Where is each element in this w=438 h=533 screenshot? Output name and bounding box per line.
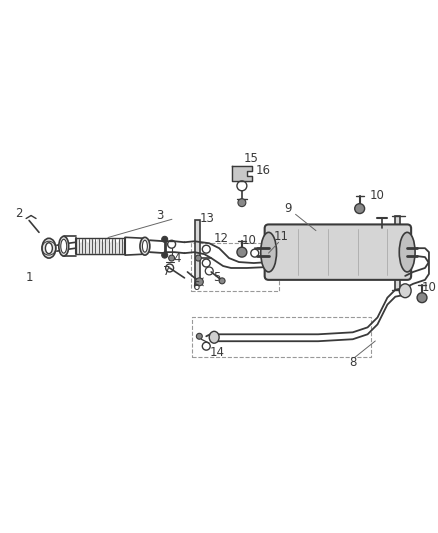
Ellipse shape xyxy=(399,284,411,297)
Bar xyxy=(192,318,371,357)
Bar xyxy=(191,243,279,290)
Ellipse shape xyxy=(142,240,147,252)
Circle shape xyxy=(162,236,168,243)
Ellipse shape xyxy=(61,239,67,253)
Text: 7: 7 xyxy=(163,265,170,278)
Ellipse shape xyxy=(59,236,69,256)
Text: 1: 1 xyxy=(25,271,33,285)
Ellipse shape xyxy=(399,232,415,272)
Text: 11: 11 xyxy=(274,230,289,243)
Polygon shape xyxy=(232,166,252,181)
FancyBboxPatch shape xyxy=(265,224,411,280)
Ellipse shape xyxy=(46,243,53,254)
Text: 6: 6 xyxy=(192,280,199,293)
Circle shape xyxy=(219,278,225,284)
Text: 14: 14 xyxy=(210,345,225,359)
Text: 9: 9 xyxy=(285,202,292,215)
Circle shape xyxy=(195,255,201,261)
Circle shape xyxy=(169,255,175,261)
Text: 2: 2 xyxy=(15,207,23,220)
Text: 5: 5 xyxy=(213,271,221,285)
Circle shape xyxy=(237,247,247,257)
Text: 13: 13 xyxy=(200,212,215,225)
Ellipse shape xyxy=(42,238,56,258)
Text: 10: 10 xyxy=(241,234,256,247)
Text: 15: 15 xyxy=(244,151,258,165)
Text: 3: 3 xyxy=(156,209,163,222)
Text: 4: 4 xyxy=(174,252,181,264)
Circle shape xyxy=(238,199,246,207)
Bar xyxy=(195,221,200,285)
Circle shape xyxy=(196,333,202,339)
Circle shape xyxy=(417,293,427,303)
Circle shape xyxy=(162,252,168,258)
Text: 8: 8 xyxy=(349,356,357,368)
Text: 12: 12 xyxy=(214,232,229,245)
Text: 10: 10 xyxy=(421,281,436,294)
Text: 10: 10 xyxy=(370,189,385,202)
Ellipse shape xyxy=(140,237,150,255)
Text: 16: 16 xyxy=(256,165,271,177)
Circle shape xyxy=(195,278,203,286)
Bar xyxy=(396,215,400,290)
Ellipse shape xyxy=(209,332,219,343)
Ellipse shape xyxy=(261,232,276,272)
Circle shape xyxy=(355,204,364,214)
